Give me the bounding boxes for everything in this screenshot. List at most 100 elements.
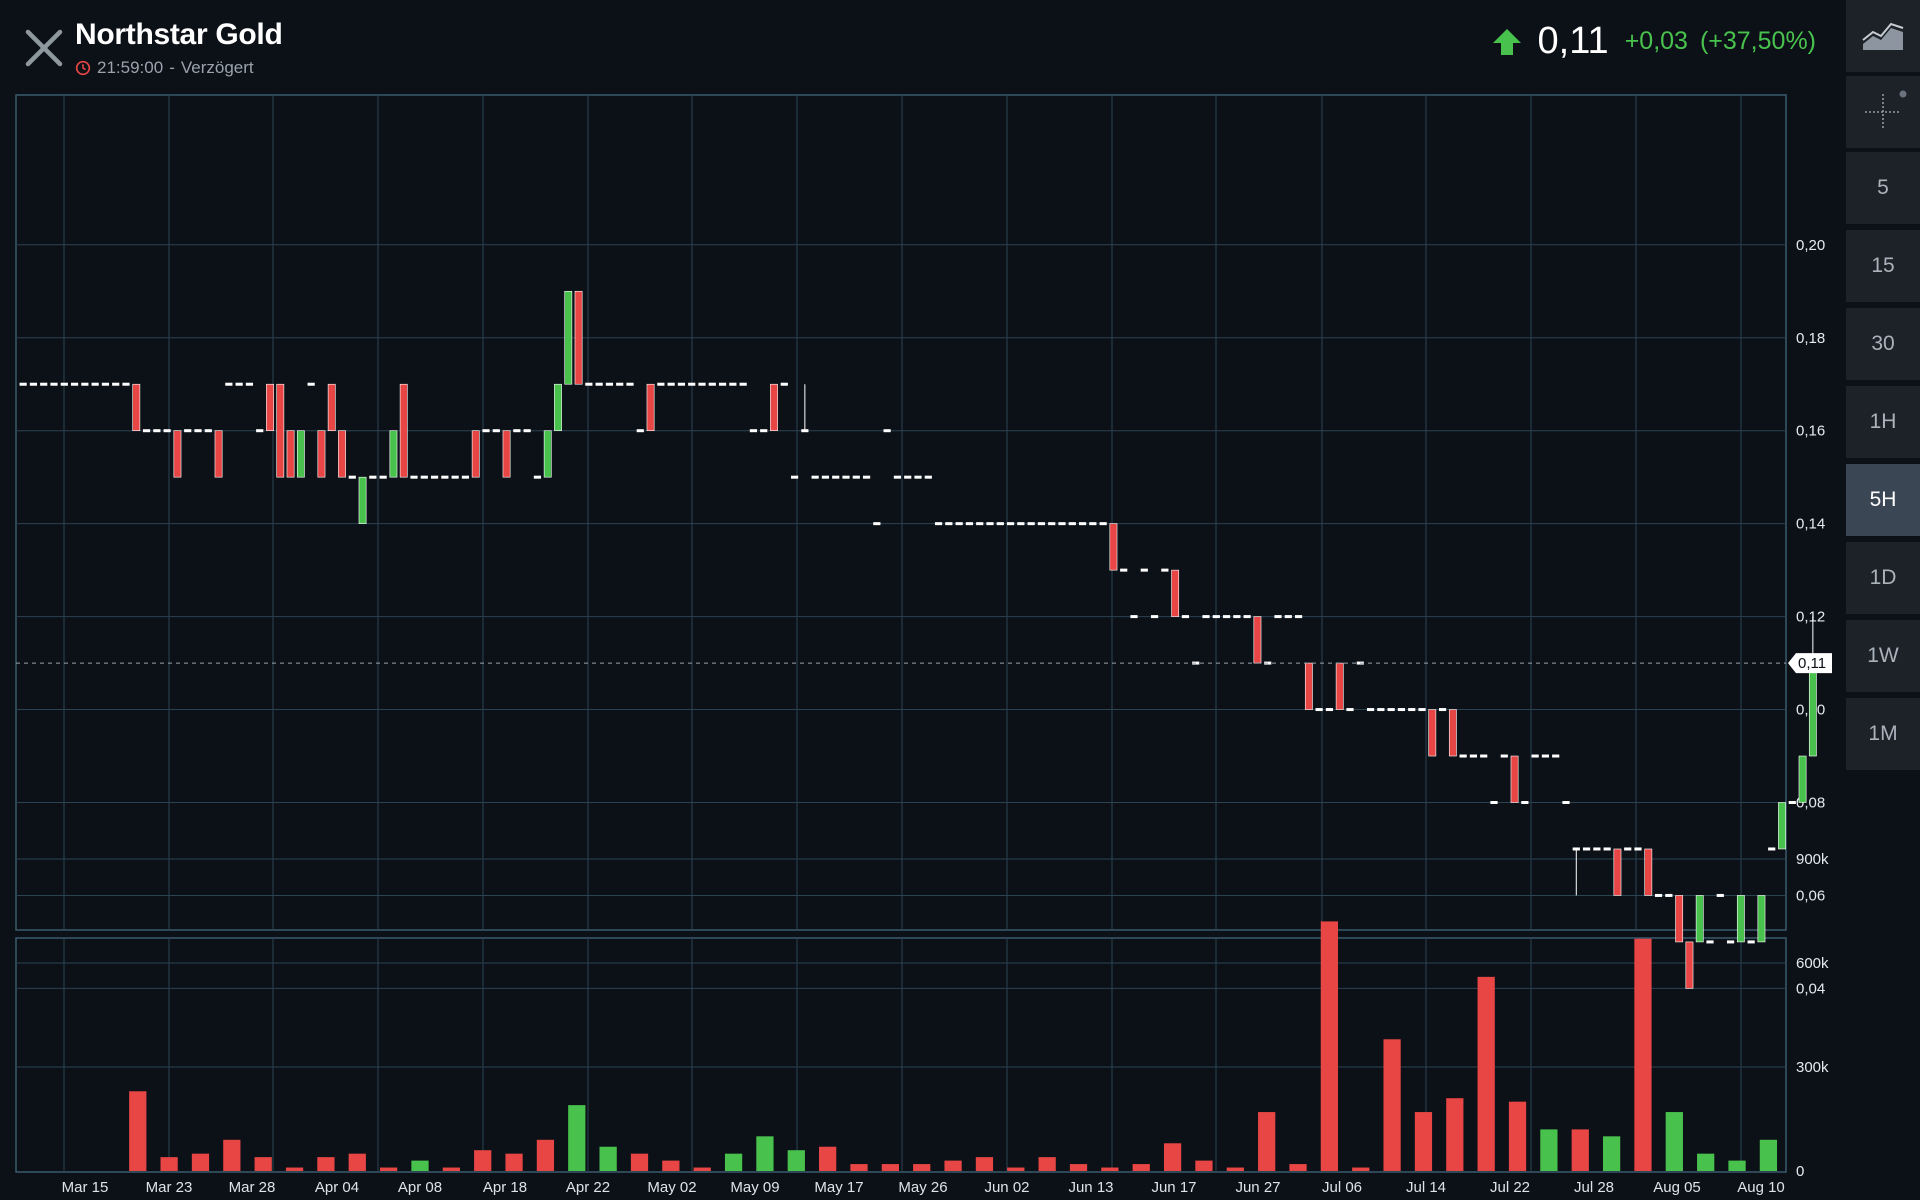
candle <box>225 382 233 386</box>
candle-body <box>1346 708 1354 712</box>
crosshair-button[interactable] <box>1846 76 1920 150</box>
candle <box>410 475 418 479</box>
candle <box>852 475 860 479</box>
candle-body <box>616 382 624 386</box>
candle-body <box>780 382 788 386</box>
candle-body <box>1634 847 1642 851</box>
candle-body <box>1510 755 1519 803</box>
candle-body <box>1161 568 1169 572</box>
candle-body <box>1171 569 1180 617</box>
candle <box>1222 615 1231 619</box>
candle <box>1304 662 1313 710</box>
interval-1h[interactable]: 1H <box>1846 386 1920 460</box>
x-tick-label: Mar 23 <box>146 1179 193 1196</box>
candle-body <box>163 429 171 433</box>
chart-type-button[interactable] <box>1846 0 1920 74</box>
candle <box>1006 522 1015 526</box>
candle <box>101 382 110 386</box>
candle-body <box>790 475 799 479</box>
candle-body <box>1685 941 1694 989</box>
x-tick-label: Jun 17 <box>1151 1179 1196 1196</box>
candle-body <box>1541 754 1550 758</box>
volume-bar <box>881 1164 899 1171</box>
candle-body <box>40 382 48 386</box>
candle-body <box>286 430 295 478</box>
candle-body <box>595 382 603 386</box>
x-tick-label: May 09 <box>730 1179 779 1196</box>
candle <box>976 522 984 526</box>
candle <box>1140 568 1148 572</box>
candle-body <box>1387 708 1395 712</box>
interval-30[interactable]: 30 <box>1846 308 1920 382</box>
volume-bar <box>819 1146 837 1171</box>
interval-1m[interactable]: 1M <box>1846 698 1920 772</box>
volume-tick-label: 300k <box>1796 1059 1829 1076</box>
candle <box>1582 847 1591 851</box>
candle <box>296 430 305 478</box>
candle-body <box>708 382 716 386</box>
volume-bar <box>662 1160 680 1171</box>
volume-bar <box>160 1157 178 1171</box>
candle-body <box>60 382 68 386</box>
candle-body <box>1335 662 1344 710</box>
candle <box>965 522 974 526</box>
interval-15[interactable]: 15 <box>1846 230 1920 304</box>
candle-body <box>646 383 655 432</box>
candle <box>1418 708 1426 712</box>
candle-body <box>1120 568 1128 572</box>
candle-body <box>585 382 593 386</box>
candle-body <box>70 382 79 386</box>
candle-body <box>698 382 706 386</box>
volume-bar <box>505 1153 523 1171</box>
x-tick-label: Aug 05 <box>1653 1179 1701 1196</box>
candle-body <box>1222 615 1231 619</box>
candle-body <box>1274 615 1282 619</box>
candle <box>389 430 398 478</box>
volume-bar <box>850 1164 868 1171</box>
x-tick-label: Jul 06 <box>1322 1179 1362 1196</box>
candle <box>1654 893 1663 897</box>
candle <box>122 382 130 386</box>
candle <box>832 475 840 479</box>
candle-body <box>1006 522 1015 526</box>
interval-5h[interactable]: 5H <box>1846 464 1920 538</box>
candle <box>883 429 891 433</box>
interval-5[interactable]: 5 <box>1846 152 1920 226</box>
candle-body <box>729 382 737 386</box>
candle <box>235 382 243 386</box>
candle <box>1068 522 1076 526</box>
candle <box>1613 848 1622 896</box>
interval-1d[interactable]: 1D <box>1846 542 1920 616</box>
candle-body <box>482 429 490 433</box>
close-button[interactable] <box>22 26 66 70</box>
candle-body <box>1109 523 1118 571</box>
candle-body <box>430 475 439 479</box>
price-chart[interactable]: Mar 15 Mar 23 Mar 28 Apr 04 Apr 08 Apr 18 Apr … <box>0 0 1844 1200</box>
candle-body <box>760 429 768 433</box>
volume-bar <box>944 1160 962 1171</box>
x-tick-label: May 17 <box>814 1179 863 1196</box>
candle <box>708 382 716 386</box>
candle-body <box>1788 801 1796 804</box>
candle <box>1665 893 1673 897</box>
candle <box>1325 708 1334 712</box>
candle <box>1562 801 1570 804</box>
candle <box>955 522 963 526</box>
interval-1w[interactable]: 1W <box>1846 620 1920 694</box>
candle-body <box>101 382 110 386</box>
candle-body <box>1521 801 1529 804</box>
candle <box>945 522 953 526</box>
candle-body <box>883 429 891 433</box>
candle-body <box>451 475 459 479</box>
volume-bar <box>411 1160 429 1171</box>
candle-body <box>471 430 480 478</box>
candle <box>60 382 68 386</box>
candle-body <box>1377 708 1385 712</box>
candle-body <box>1243 615 1251 619</box>
volume-bar <box>1477 976 1495 1171</box>
candle-body <box>1068 522 1076 526</box>
candle-body <box>1593 847 1601 851</box>
volume-bar <box>1258 1112 1276 1171</box>
candle-body <box>1695 895 1704 943</box>
candle <box>19 382 27 386</box>
